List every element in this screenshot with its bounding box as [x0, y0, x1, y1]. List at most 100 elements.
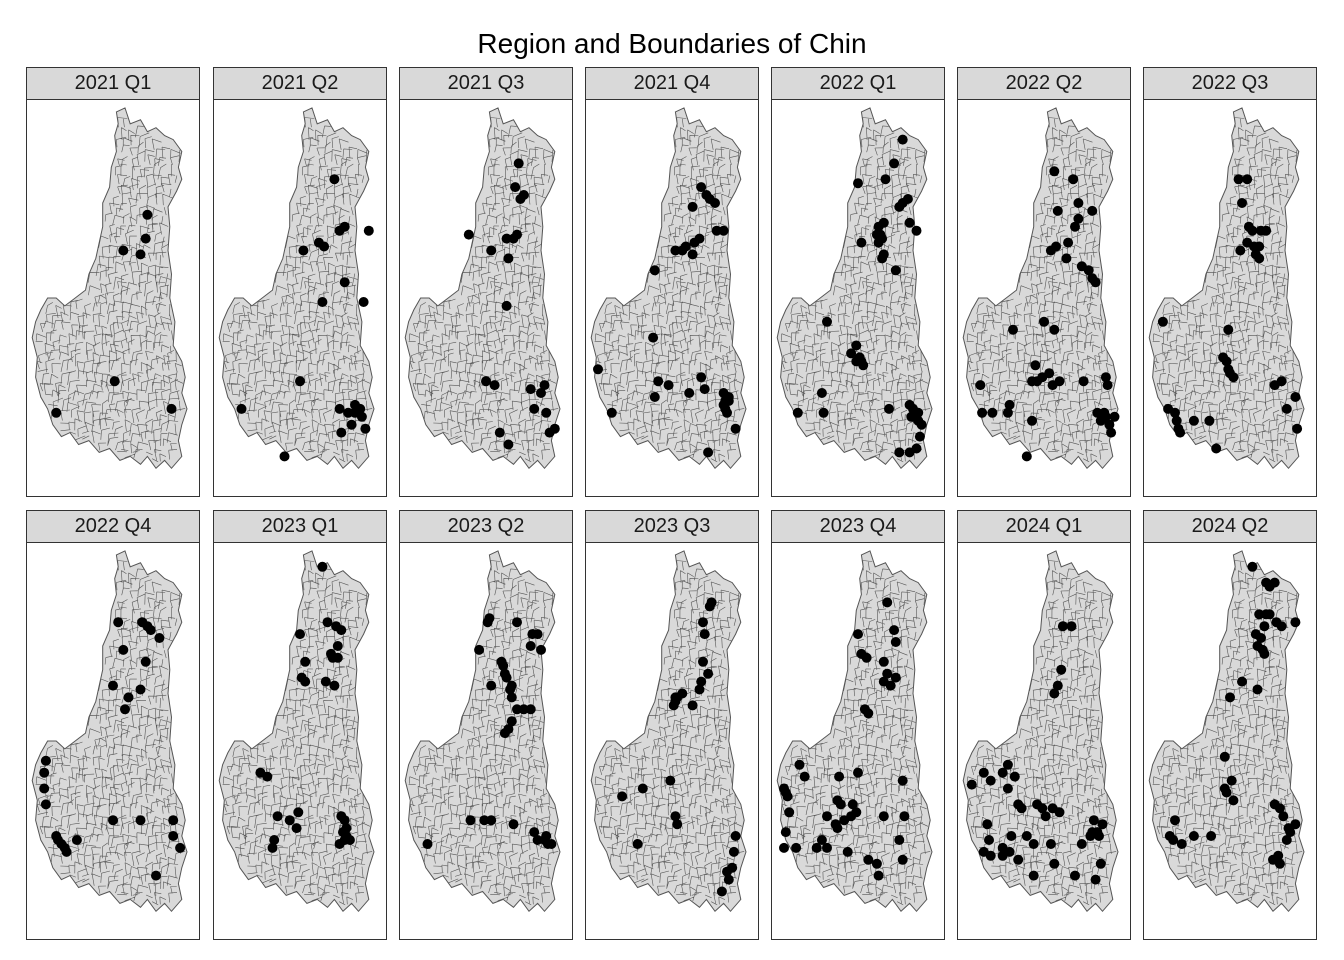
event-point — [880, 174, 891, 185]
event-point — [1264, 609, 1275, 620]
event-point — [696, 372, 707, 383]
event-point — [40, 799, 51, 810]
event-point — [1223, 324, 1234, 335]
event-point — [508, 819, 519, 830]
event-point — [899, 811, 910, 822]
event-point — [873, 237, 884, 248]
event-point — [985, 775, 996, 786]
event-point — [295, 629, 305, 640]
region-map — [1148, 550, 1305, 913]
facet-strip-label: 2021 Q3 — [399, 67, 573, 100]
event-point — [1039, 316, 1049, 327]
event-point — [512, 617, 522, 628]
event-point — [463, 229, 474, 240]
event-point — [911, 225, 922, 236]
event-point — [856, 237, 867, 248]
event-point — [670, 811, 681, 822]
event-point — [168, 815, 179, 826]
event-point — [532, 835, 543, 845]
event-point — [525, 704, 536, 715]
event-point — [649, 392, 660, 402]
region-map — [590, 107, 747, 470]
region-map — [31, 107, 188, 470]
event-point — [1228, 372, 1239, 383]
event-point — [332, 652, 343, 663]
event-point — [689, 237, 700, 248]
event-point — [1170, 815, 1180, 826]
facet-strip-label: 2024 Q2 — [1143, 510, 1317, 543]
event-point — [501, 300, 512, 311]
event-point — [710, 198, 720, 208]
event-point — [501, 672, 512, 683]
event-point — [236, 403, 247, 414]
event-point — [687, 201, 698, 212]
facet-strip-label: 2021 Q4 — [585, 67, 759, 100]
facet-panel-2023-q2: 2023 Q2 — [399, 510, 573, 940]
event-point — [1157, 316, 1168, 327]
event-point — [322, 617, 333, 628]
event-point — [711, 225, 722, 236]
facet-panel-2024-q2: 2024 Q2 — [1143, 510, 1317, 940]
event-point — [529, 403, 540, 414]
event-point — [532, 629, 543, 640]
event-point — [332, 641, 343, 651]
event-point — [510, 182, 521, 193]
event-point — [885, 680, 896, 691]
event-point — [1290, 392, 1301, 402]
event-point — [818, 407, 829, 418]
event-point — [791, 842, 802, 853]
event-point — [863, 854, 874, 865]
facet-panel-2022-q1: 2022 Q1 — [771, 67, 945, 497]
event-point — [1274, 858, 1285, 869]
event-point — [1028, 839, 1039, 849]
event-point — [1176, 839, 1187, 849]
event-point — [1235, 245, 1246, 256]
event-point — [320, 676, 331, 687]
event-point — [997, 850, 1008, 861]
region-outline — [218, 550, 375, 913]
event-point — [123, 692, 134, 703]
event-point — [1261, 225, 1272, 236]
facet-strip-label: 2023 Q2 — [399, 510, 573, 543]
event-point — [897, 854, 908, 865]
event-point — [539, 380, 550, 391]
event-point — [668, 700, 679, 711]
event-point — [730, 423, 741, 434]
event-point — [356, 411, 367, 422]
event-point — [637, 783, 648, 794]
facet-panel-2023-q1: 2023 Q1 — [213, 510, 387, 940]
event-point — [811, 842, 822, 853]
event-point — [672, 819, 683, 830]
event-point — [536, 644, 546, 655]
event-point — [854, 352, 865, 363]
event-point — [1021, 451, 1032, 462]
event-point — [663, 380, 674, 391]
event-point — [846, 348, 857, 359]
township-boundaries — [222, 117, 373, 463]
event-point — [1292, 423, 1303, 434]
event-point — [506, 716, 517, 727]
region-outline — [404, 107, 561, 470]
region-outline — [404, 550, 561, 913]
event-point — [529, 827, 540, 838]
event-point — [481, 376, 491, 387]
event-point — [665, 775, 676, 786]
event-point — [135, 815, 146, 826]
event-point — [984, 835, 994, 845]
event-point — [696, 182, 707, 193]
event-point — [1040, 811, 1051, 822]
event-point — [1269, 577, 1280, 588]
event-point — [632, 839, 643, 849]
event-point — [279, 451, 290, 462]
event-point — [334, 403, 345, 414]
event-point — [544, 427, 555, 438]
event-point — [890, 265, 901, 276]
event-point — [508, 233, 519, 244]
event-point — [722, 866, 732, 877]
event-point — [792, 407, 803, 418]
region-outline — [31, 550, 188, 913]
event-point — [670, 245, 681, 256]
event-point — [1021, 831, 1032, 841]
event-point — [1056, 664, 1067, 675]
event-point — [329, 174, 340, 185]
